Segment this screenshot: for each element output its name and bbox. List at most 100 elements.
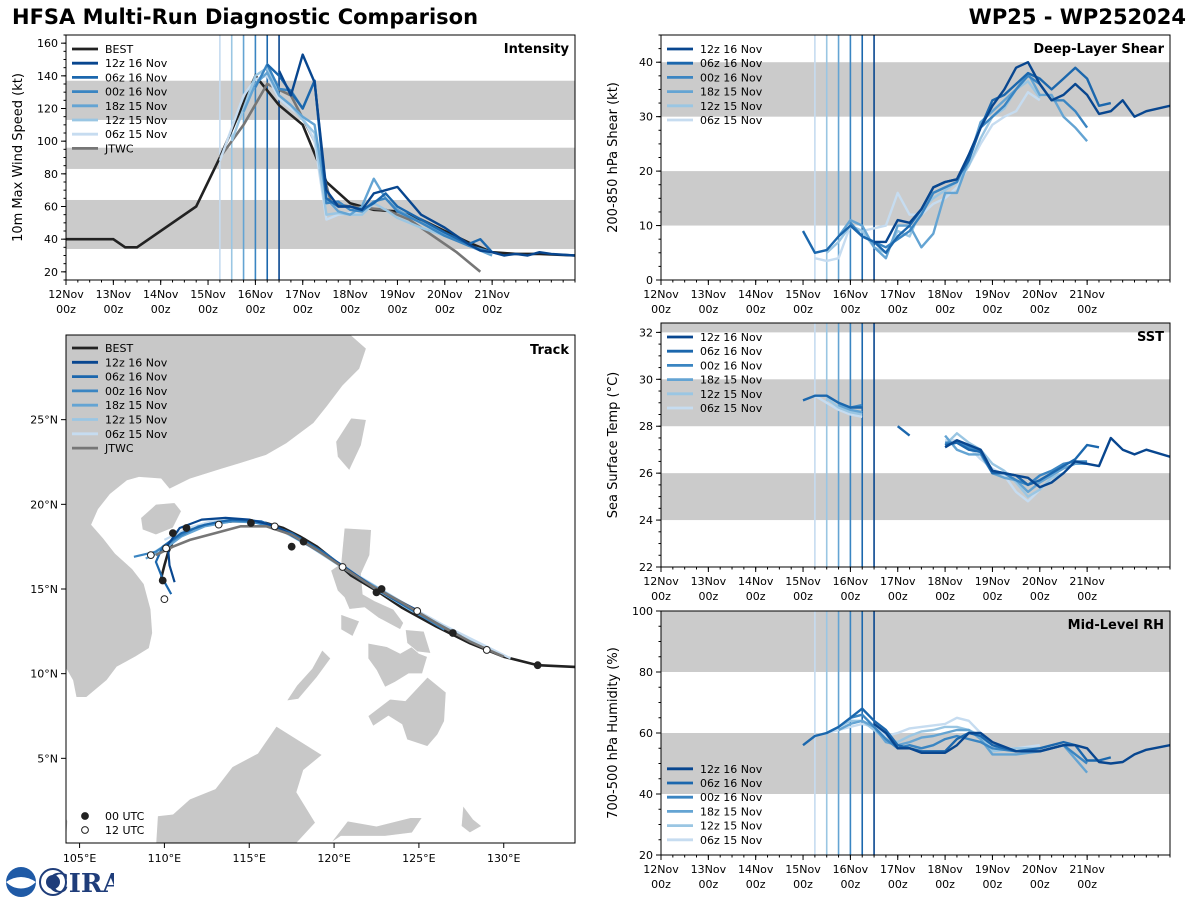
palawan-island bbox=[285, 649, 332, 702]
legend-label: BEST bbox=[105, 43, 133, 56]
x-tick-label: 00z bbox=[1077, 303, 1097, 316]
x-tick-label: 00z bbox=[746, 878, 766, 891]
threshold-band bbox=[661, 323, 1170, 333]
x-tick-label: 15Nov bbox=[785, 863, 821, 876]
legend-label: 12z 15 Nov bbox=[700, 820, 763, 833]
x-tick-label: 00z bbox=[651, 590, 671, 603]
track-position-marker bbox=[158, 576, 167, 585]
legend-label: 06z 16 Nov bbox=[700, 777, 763, 790]
x-tick-label: 00z bbox=[1030, 878, 1050, 891]
y-tick-label: 10 bbox=[639, 220, 653, 233]
x-tick-label: 00z bbox=[935, 878, 955, 891]
track-position-marker bbox=[482, 646, 491, 654]
x-tick-label: 00z bbox=[651, 878, 671, 891]
plot-area bbox=[661, 611, 1170, 855]
x-tick-label: 00z bbox=[888, 878, 908, 891]
legend-label: 18z 15 Nov bbox=[700, 374, 763, 387]
x-tick-label: 00z bbox=[435, 303, 455, 316]
x-tick-label: 14Nov bbox=[143, 288, 179, 301]
legend-label: 12z 16 Nov bbox=[700, 43, 763, 56]
legend-label: 06z 15 Nov bbox=[105, 428, 168, 441]
x-tick-label: 00z bbox=[340, 303, 360, 316]
y-tick-label: 25°N bbox=[30, 414, 58, 427]
track-position-marker bbox=[533, 661, 542, 670]
x-tick-label: 20Nov bbox=[1022, 288, 1058, 301]
cira-logo: CIRA bbox=[6, 867, 114, 899]
noaa-emblem-icon bbox=[6, 867, 36, 897]
legend-label: 06z 15 Nov bbox=[700, 114, 763, 127]
legend-label: 12z 16 Nov bbox=[700, 763, 763, 776]
x-tick-label: 00z bbox=[1077, 878, 1097, 891]
y-tick-label: 80 bbox=[44, 168, 58, 181]
legend-label: 00z 16 Nov bbox=[700, 71, 763, 84]
x-tick-label: 00z bbox=[1077, 590, 1097, 603]
series-line bbox=[825, 80, 1041, 254]
y-tick-label: 26 bbox=[639, 467, 653, 480]
x-tick-label: 21Nov bbox=[1069, 288, 1105, 301]
y-tick-label: 120 bbox=[37, 103, 58, 116]
y-tick-label: 60 bbox=[44, 201, 58, 214]
plot-frame bbox=[660, 322, 1171, 568]
x-tick-label: 15Nov bbox=[785, 575, 821, 588]
storm-id: WP25 - WP252024 bbox=[968, 5, 1186, 29]
x-tick-label: 17Nov bbox=[880, 575, 916, 588]
y-tick-label: 5°N bbox=[37, 752, 58, 765]
csu-emblem-icon bbox=[39, 868, 67, 896]
panel-shear: 0 10 20 30 40 12Nov 00z 13Nov 00z 14Nov 00z 15Nov 00… bbox=[606, 34, 1171, 316]
x-tick-label: 20Nov bbox=[1022, 863, 1058, 876]
x-tick-label: 00z bbox=[983, 878, 1003, 891]
legend-label: 00z 16 Nov bbox=[700, 359, 763, 372]
y-tick-label: 40 bbox=[639, 788, 653, 801]
y-tick-label: 160 bbox=[37, 37, 58, 50]
legend-label: 06z 16 Nov bbox=[700, 345, 763, 358]
x-tick-label: 00z bbox=[698, 303, 718, 316]
track-position-marker bbox=[448, 629, 457, 637]
halmahera-island bbox=[460, 804, 483, 834]
x-tick-label: 00z bbox=[698, 878, 718, 891]
x-tick-label: 14Nov bbox=[738, 575, 774, 588]
panel-intensity: 20 40 60 80 100 120 140 160 12Nov 00z 13Nov 00z 14No… bbox=[11, 34, 576, 316]
figure-title: HFSA Multi-Run Diagnostic Comparison bbox=[12, 5, 479, 29]
y-tick-label: 20 bbox=[44, 266, 58, 279]
threshold-band bbox=[66, 199, 575, 249]
y-tick-label: 100 bbox=[632, 605, 653, 618]
y-axis-label: 200-850 hPa Shear (kt) bbox=[606, 82, 621, 233]
y-tick-label: 24 bbox=[639, 514, 653, 527]
x-tick-label: 21Nov bbox=[474, 288, 510, 301]
x-tick-label: 130°E bbox=[487, 852, 520, 865]
legend-label: 06z 15 Nov bbox=[700, 402, 763, 415]
x-tick-label: 21Nov bbox=[1069, 863, 1105, 876]
x-tick-label: 00z bbox=[482, 303, 502, 316]
y-tick-label: 100 bbox=[37, 135, 58, 148]
track-position-marker bbox=[299, 537, 308, 546]
y-tick-label: 30 bbox=[639, 111, 653, 124]
legend-label: JTWC bbox=[104, 442, 134, 455]
threshold-band bbox=[661, 611, 1170, 672]
y-tick-label: 40 bbox=[639, 56, 653, 69]
x-tick-label: 19Nov bbox=[975, 288, 1011, 301]
track-position-marker bbox=[247, 519, 255, 527]
x-tick-label: 16Nov bbox=[833, 575, 869, 588]
legend-label: 18z 15 Nov bbox=[105, 399, 168, 412]
track-position-marker bbox=[338, 563, 347, 571]
y-axis-label: 700-500 hPa Humidity (%) bbox=[606, 647, 621, 819]
china-mainland bbox=[66, 335, 367, 698]
legend-label: 12z 15 Nov bbox=[105, 114, 168, 127]
legend-label: JTWC bbox=[104, 142, 134, 155]
series-line bbox=[802, 707, 1112, 762]
y-tick-label: 30 bbox=[639, 373, 653, 386]
x-tick-label: 00z bbox=[246, 303, 266, 316]
hainan-island bbox=[140, 502, 182, 536]
legend-label: 18z 15 Nov bbox=[105, 100, 168, 113]
x-tick-label: 00z bbox=[983, 303, 1003, 316]
panel-rh: 20 40 60 80 100 12Nov 00z 13Nov 00z 14Nov 00z 15Nov… bbox=[606, 605, 1171, 891]
x-tick-label: 21Nov bbox=[1069, 575, 1105, 588]
legend-label: 12z 16 Nov bbox=[105, 57, 168, 70]
track-position-marker bbox=[287, 542, 296, 551]
x-tick-label: 18Nov bbox=[927, 288, 963, 301]
plot-area bbox=[661, 323, 1170, 567]
legend-label: 12z 15 Nov bbox=[105, 414, 168, 427]
y-tick-label: 20 bbox=[639, 165, 653, 178]
